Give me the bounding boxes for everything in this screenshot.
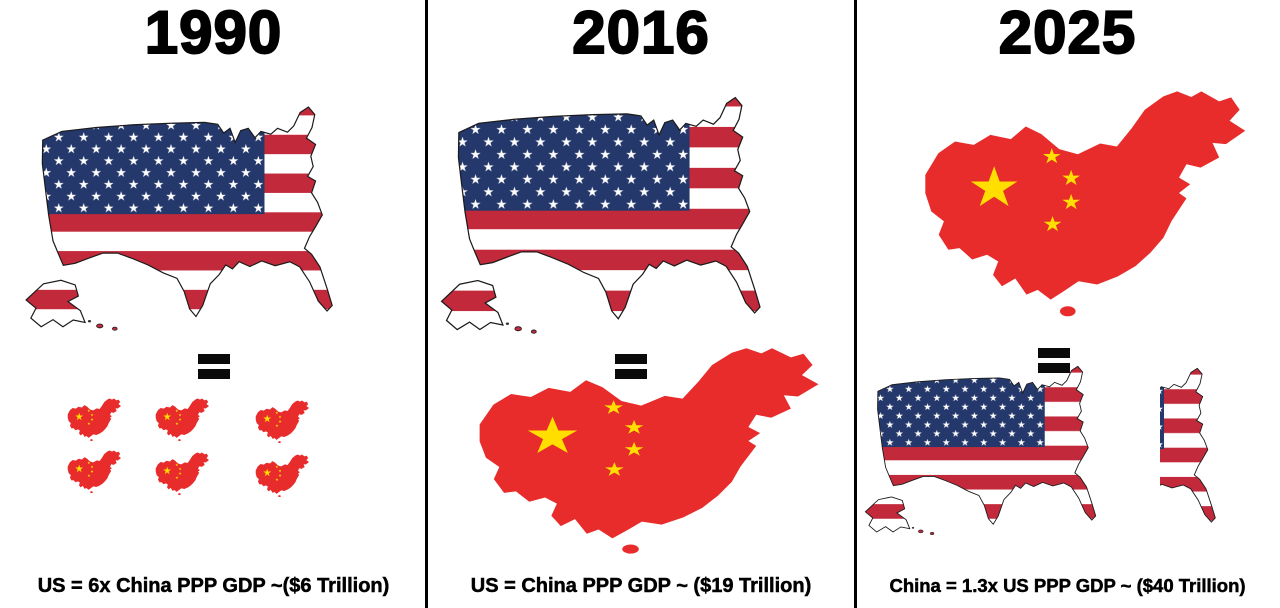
us-flag-map-2025 xyxy=(857,358,1155,548)
panel-1990: 1990 US = 6x China PPP GDP ~($6 Trillion… xyxy=(0,0,427,608)
caption-2025: China = 1.3x US PPP GDP ~ ($40 Trillion) xyxy=(889,575,1246,597)
caption-1990: US = 6x China PPP GDP ~($6 Trillion) xyxy=(37,575,390,598)
panel-2016: 2016 US = China PPP GDP ~ ($19 Trillion) xyxy=(427,0,855,608)
equals-icon-2025 xyxy=(1038,348,1070,373)
china-flag-map-small-6 xyxy=(252,452,314,500)
china-flag-map-small-4 xyxy=(64,448,126,496)
china-flag-map-small-5 xyxy=(152,450,214,498)
equals-bar xyxy=(615,369,647,379)
equals-bar xyxy=(615,354,647,364)
equals-bar xyxy=(1038,363,1070,373)
equals-icon-2016 xyxy=(615,354,647,379)
year-title-1990: 1990 xyxy=(144,0,283,66)
caption-2016: US = China PPP GDP ~ ($19 Trillion) xyxy=(470,575,812,598)
us-flag-map-1990 xyxy=(15,96,411,348)
china-flag-map-small-2 xyxy=(152,396,214,444)
panel-divider-right xyxy=(854,0,857,608)
china-flag-map-small-3 xyxy=(252,398,314,446)
us-flag-map-partial-inner xyxy=(1160,360,1275,548)
us-flag-map-partial-2025 xyxy=(1160,360,1277,548)
china-flag-map-2016 xyxy=(456,336,850,568)
panel-divider-left xyxy=(425,0,428,608)
equals-bar xyxy=(198,369,230,379)
equals-icon-1990 xyxy=(198,354,230,379)
us-flag-map-2016 xyxy=(430,86,842,352)
china-flag-map-small-1 xyxy=(64,396,126,444)
equals-bar xyxy=(198,354,230,364)
panel-2025: 2025 China = 1.3x US PPP GDP ~ ($40 Tril… xyxy=(855,0,1280,608)
china-flag-map-2025 xyxy=(903,78,1275,332)
equals-bar xyxy=(1038,348,1070,358)
year-title-2025: 2025 xyxy=(998,0,1137,66)
year-title-2016: 2016 xyxy=(571,0,710,66)
